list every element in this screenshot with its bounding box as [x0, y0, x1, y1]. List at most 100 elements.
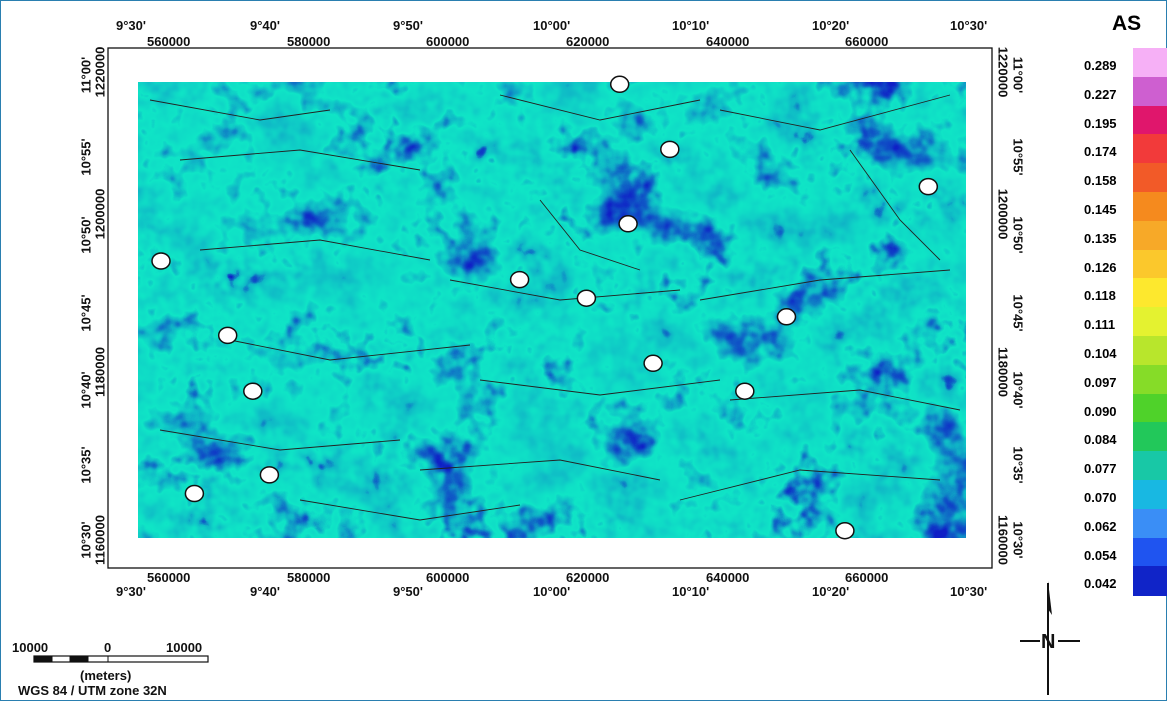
right-utm-label: 1180000: [995, 347, 1011, 397]
bottom-utm-label: 640000: [706, 570, 750, 585]
scale-label-zero: 0: [104, 640, 112, 655]
lineament: [539, 199, 641, 271]
top-degree-label: 9°50': [393, 18, 423, 33]
right-degree-label: 10°45': [1010, 294, 1026, 332]
legend-value: 0.135: [1084, 230, 1117, 246]
bottom-degree-label: 10°00': [533, 584, 571, 599]
legend-value: 0.097: [1084, 374, 1117, 390]
top-degree-label: 10°10': [672, 18, 710, 33]
right-utm-label: 1200000: [995, 188, 1011, 240]
sample-point: [184, 484, 205, 503]
legend-swatch: [1133, 278, 1167, 308]
legend-value: 0.126: [1084, 259, 1117, 275]
legend-swatch: [1133, 307, 1167, 337]
lineament: [679, 469, 941, 501]
bottom-degree-label: 9°50': [393, 584, 423, 599]
bottom-utm-label: 660000: [845, 570, 889, 585]
lineament: [699, 269, 951, 301]
bottom-utm-label: 580000: [287, 570, 331, 585]
sample-point: [509, 270, 530, 289]
sample-point: [217, 326, 238, 345]
right-degree-label: 10°30': [1010, 521, 1026, 559]
bottom-degree-label: 10°30': [950, 584, 988, 599]
legend-value: 0.145: [1084, 202, 1117, 217]
legend-swatch: [1133, 480, 1167, 510]
right-degree-label: 11°00': [1010, 56, 1026, 94]
legend-swatch: [1133, 537, 1167, 567]
right-utm-label: 1160000: [995, 515, 1011, 565]
top-utm-label: 600000: [426, 34, 470, 49]
top-utm-label: 560000: [147, 34, 191, 49]
projection-label: WGS 84 / UTM zone 32N: [18, 683, 167, 698]
legend-value: 0.118: [1084, 288, 1116, 304]
top-utm-label: 660000: [845, 34, 889, 49]
right-degree-label: 10°50': [1010, 216, 1026, 254]
sample-point: [835, 521, 855, 540]
north-label: N: [1041, 631, 1055, 653]
right-degree-label: 10°55': [1010, 138, 1026, 176]
bottom-degree-label: 10°10': [672, 584, 710, 599]
legend-swatch: [1133, 48, 1167, 78]
legend-value: 0.111: [1084, 317, 1116, 333]
legend-value: 0.289: [1084, 58, 1117, 73]
lineament: [719, 94, 951, 131]
sample-point: [609, 75, 630, 94]
legend-swatch: [1133, 566, 1167, 596]
top-degree-label: 10°30': [950, 18, 988, 33]
bottom-utm-label: 600000: [426, 570, 470, 585]
legend-value: 0.227: [1084, 86, 1117, 102]
legend-value: 0.158: [1084, 173, 1117, 189]
legend-value: 0.054: [1084, 547, 1117, 563]
top-degree-label: 9°30': [116, 18, 146, 33]
sample-point: [735, 382, 755, 400]
legend-swatch: [1133, 393, 1167, 423]
sample-point: [576, 289, 597, 307]
top-utm-label: 640000: [706, 34, 750, 49]
sample-point: [618, 215, 638, 233]
lineament: [159, 429, 401, 451]
north-arrow-icon: N: [1020, 581, 1080, 695]
legend-swatch: [1133, 220, 1167, 251]
bottom-utm-label: 560000: [147, 570, 191, 585]
right-degree-label: 10°35': [1010, 446, 1026, 484]
legend-swatch: [1133, 508, 1167, 539]
legend-swatch: [1133, 76, 1167, 107]
scale-label-right: 10000: [166, 640, 203, 655]
legend-value: 0.042: [1084, 576, 1117, 592]
legend-swatch: [1133, 336, 1167, 366]
lineament: [419, 459, 661, 481]
bottom-degree-label: 9°30': [116, 584, 146, 599]
lineament: [199, 239, 431, 261]
top-degree-label: 10°20': [812, 18, 850, 33]
lineament: [499, 94, 701, 121]
lineament: [229, 339, 471, 361]
legend-title: AS: [1112, 12, 1142, 35]
lineament: [479, 379, 721, 396]
top-degree-label: 9°40': [250, 18, 280, 33]
legend-value: 0.062: [1084, 518, 1117, 534]
sample-points: [151, 75, 939, 540]
legend-swatch: [1133, 451, 1167, 481]
bottom-degree-label: 10°20': [812, 584, 850, 599]
right-utm-label: 1220000: [995, 46, 1011, 98]
sample-point: [643, 354, 663, 373]
legend-swatch: [1133, 163, 1167, 193]
legend-value: 0.104: [1084, 346, 1117, 361]
top-utm-label: 620000: [566, 34, 610, 49]
legend-value: 0.077: [1084, 461, 1117, 477]
lineament-group: [149, 94, 961, 521]
legend-value: 0.084: [1084, 432, 1117, 448]
map-image: [138, 82, 966, 538]
lineament: [149, 99, 331, 121]
bottom-degree-label: 9°40': [250, 584, 280, 599]
lineament: [299, 499, 521, 521]
lineament: [179, 149, 421, 171]
sample-point: [243, 382, 263, 400]
sample-point: [776, 308, 797, 326]
legend-value: 0.195: [1084, 115, 1117, 131]
legend-swatch: [1133, 105, 1167, 135]
legend-swatch: [1133, 134, 1167, 164]
sample-point: [918, 177, 939, 196]
lineament: [449, 279, 681, 301]
scale-bar: [33, 655, 209, 663]
